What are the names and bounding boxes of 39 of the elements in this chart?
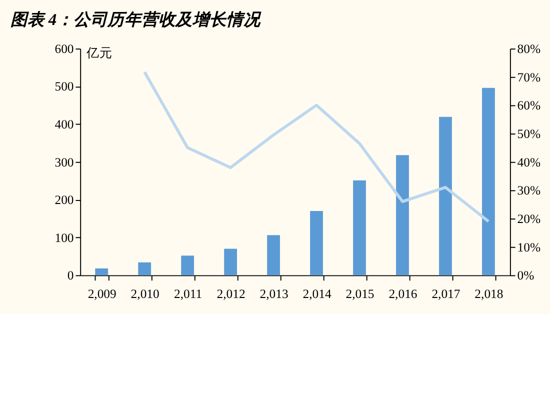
x-tick-label: 2,009 <box>88 287 116 302</box>
bar <box>267 235 280 276</box>
x-tick-label: 2,011 <box>174 287 202 302</box>
bar <box>439 116 452 276</box>
chart-title: 图表 4：公司历年营收及增长情况 <box>10 10 262 30</box>
y-tick-label: 300 <box>54 155 74 170</box>
bar <box>353 180 366 276</box>
x-tick-label: 2,013 <box>260 287 288 302</box>
y-tick-label: 400 <box>54 118 74 132</box>
x-tick-label: 2,015 <box>346 287 374 302</box>
y2-tick-label: 10% <box>517 240 541 254</box>
x-tick-label: 2,018 <box>474 287 504 302</box>
y2-tick-label: 50% <box>517 126 541 141</box>
y2-tick-label: 40% <box>517 155 541 170</box>
x-tick-label: 2,010 <box>130 287 160 302</box>
bar <box>310 210 323 276</box>
y-tick-label: 600 <box>54 42 74 56</box>
y-tick-label: 100 <box>54 230 74 245</box>
y-tick-label: 500 <box>54 80 74 94</box>
y2-tick-label: 70% <box>517 70 541 84</box>
y2-tick-label: 60% <box>517 98 541 113</box>
y2-tick-label: 80% <box>517 42 541 56</box>
y-axis-title: 亿元 <box>85 46 112 60</box>
bar <box>482 88 495 276</box>
x-tick-label: 2,017 <box>432 287 460 302</box>
y2-tick-label: 0% <box>517 268 535 283</box>
x-tick-label: 2,014 <box>302 287 332 302</box>
bar <box>95 268 108 276</box>
bar <box>181 256 194 276</box>
bar <box>224 248 237 276</box>
y-tick-label: 200 <box>54 193 74 208</box>
x-tick-label: 2,016 <box>388 287 418 302</box>
line-series <box>143 70 490 223</box>
y2-tick-label: 20% <box>517 212 541 226</box>
bar <box>138 262 152 276</box>
bar <box>396 155 409 276</box>
y2-tick-label: 30% <box>517 184 541 198</box>
y-tick-label: 0 <box>67 268 74 283</box>
x-tick-label: 2,012 <box>216 287 246 302</box>
